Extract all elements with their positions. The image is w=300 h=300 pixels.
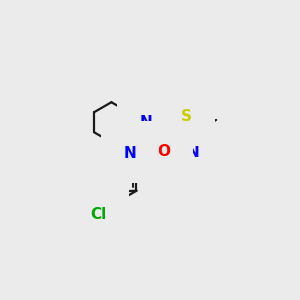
Text: H: H (113, 145, 124, 158)
Text: Cl: Cl (78, 188, 94, 203)
Text: N: N (187, 145, 200, 160)
Text: O: O (157, 144, 170, 159)
Text: Cl: Cl (90, 207, 106, 222)
Text: N: N (140, 115, 152, 130)
Text: N: N (124, 146, 136, 160)
Text: S: S (181, 109, 192, 124)
